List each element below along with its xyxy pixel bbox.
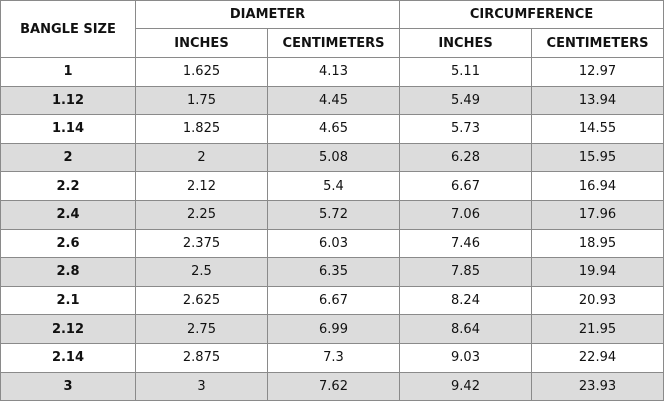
table-row: 1.14 1.825 4.65 5.73 14.55 bbox=[0, 114, 665, 144]
circumference-centimeters-header: CENTIMETERS bbox=[531, 28, 665, 58]
diameter-inches-cell: 2.25 bbox=[135, 199, 268, 230]
diameter-centimeters-cell: 6.67 bbox=[266, 285, 401, 316]
diameter-centimeters-header: CENTIMETERS bbox=[266, 28, 401, 58]
circumference-centimeters-cell: 16.94 bbox=[531, 171, 665, 201]
table-row: 1 1.625 4.13 5.11 12.97 bbox=[0, 57, 665, 87]
diameter-centimeters-cell: 5.4 bbox=[266, 171, 401, 201]
bangle-size-cell: 2.2 bbox=[0, 171, 136, 201]
circumference-inches-cell: 9.42 bbox=[399, 371, 533, 402]
diameter-centimeters-cell: 6.03 bbox=[266, 228, 401, 259]
bangle-size-cell: 2.4 bbox=[0, 199, 136, 230]
diameter-centimeters-cell: 4.45 bbox=[266, 85, 401, 116]
circumference-inches-cell: 6.67 bbox=[399, 171, 533, 201]
table-row: 2 2 5.08 6.28 15.95 bbox=[0, 142, 665, 173]
circumference-centimeters-cell: 22.94 bbox=[531, 342, 665, 373]
table-row: 3 3 7.62 9.42 23.93 bbox=[0, 371, 665, 402]
circumference-centimeters-cell: 15.95 bbox=[531, 142, 665, 173]
bangle-size-cell: 2.1 bbox=[0, 285, 136, 316]
table-row: 2.4 2.25 5.72 7.06 17.96 bbox=[0, 199, 665, 230]
circumference-centimeters-cell: 18.95 bbox=[531, 228, 665, 259]
diameter-header: DIAMETER bbox=[134, 0, 401, 29]
diameter-inches-header: INCHES bbox=[135, 28, 268, 58]
diameter-centimeters-cell: 5.08 bbox=[266, 142, 401, 173]
diameter-inches-cell: 2.12 bbox=[135, 171, 268, 201]
circumference-centimeters-cell: 23.93 bbox=[531, 371, 665, 402]
circumference-centimeters-cell: 13.94 bbox=[531, 85, 665, 116]
bangle-size-cell: 3 bbox=[0, 371, 136, 402]
bangle-size-cell: 2.14 bbox=[0, 342, 136, 373]
circumference-centimeters-cell: 14.55 bbox=[531, 114, 665, 144]
table-row: 2.14 2.875 7.3 9.03 22.94 bbox=[0, 342, 665, 373]
diameter-inches-cell: 2.875 bbox=[135, 342, 268, 373]
bangle-size-cell: 1.14 bbox=[0, 114, 136, 144]
circumference-inches-cell: 7.85 bbox=[399, 257, 533, 287]
table-row: 2.6 2.375 6.03 7.46 18.95 bbox=[0, 228, 665, 259]
diameter-centimeters-cell: 6.99 bbox=[266, 314, 401, 344]
circumference-inches-cell: 9.03 bbox=[399, 342, 533, 373]
circumference-centimeters-cell: 19.94 bbox=[531, 257, 665, 287]
bangle-size-cell: 1 bbox=[0, 57, 136, 87]
table-header: BANGLE SIZE DIAMETER CIRCUMFERENCE INCHE… bbox=[0, 0, 665, 58]
circumference-inches-cell: 5.73 bbox=[399, 114, 533, 144]
diameter-centimeters-cell: 5.72 bbox=[266, 199, 401, 230]
circumference-inches-cell: 7.46 bbox=[399, 228, 533, 259]
diameter-inches-cell: 1.625 bbox=[135, 57, 268, 87]
circumference-centimeters-cell: 17.96 bbox=[531, 199, 665, 230]
circumference-inches-cell: 5.11 bbox=[399, 57, 533, 87]
bangle-size-cell: 2.6 bbox=[0, 228, 136, 259]
circumference-centimeters-cell: 12.97 bbox=[531, 57, 665, 87]
table-body: 1 1.625 4.13 5.11 12.97 1.12 1.75 4.45 5… bbox=[0, 57, 665, 402]
circumference-inches-cell: 7.06 bbox=[399, 199, 533, 230]
diameter-inches-cell: 2.75 bbox=[135, 314, 268, 344]
diameter-inches-cell: 1.75 bbox=[135, 85, 268, 116]
table-row: 2.2 2.12 5.4 6.67 16.94 bbox=[0, 171, 665, 201]
table-row: 2.12 2.75 6.99 8.64 21.95 bbox=[0, 314, 665, 344]
diameter-inches-cell: 2 bbox=[135, 142, 268, 173]
circumference-inches-cell: 8.64 bbox=[399, 314, 533, 344]
bangle-size-cell: 2.8 bbox=[0, 257, 136, 287]
bangle-size-header: BANGLE SIZE bbox=[0, 0, 136, 58]
diameter-centimeters-cell: 4.65 bbox=[266, 114, 401, 144]
header-row-top: BANGLE SIZE DIAMETER CIRCUMFERENCE bbox=[0, 0, 665, 58]
diameter-inches-cell: 2.625 bbox=[135, 285, 268, 316]
table-row: 2.8 2.5 6.35 7.85 19.94 bbox=[0, 257, 665, 287]
diameter-centimeters-cell: 7.62 bbox=[266, 371, 401, 402]
header-row-units: INCHES CENTIMETERS INCHES CENTIMETERS bbox=[1, 28, 665, 58]
diameter-inches-cell: 3 bbox=[135, 371, 268, 402]
diameter-centimeters-cell: 6.35 bbox=[266, 257, 401, 287]
diameter-centimeters-cell: 4.13 bbox=[266, 57, 401, 87]
diameter-inches-cell: 2.5 bbox=[135, 257, 268, 287]
diameter-centimeters-cell: 7.3 bbox=[266, 342, 401, 373]
circumference-centimeters-cell: 21.95 bbox=[531, 314, 665, 344]
circumference-centimeters-cell: 20.93 bbox=[531, 285, 665, 316]
circumference-inches-cell: 6.28 bbox=[399, 142, 533, 173]
circumference-inches-cell: 5.49 bbox=[399, 85, 533, 116]
bangle-size-cell: 2.12 bbox=[0, 314, 136, 344]
circumference-header: CIRCUMFERENCE bbox=[399, 0, 665, 29]
circumference-inches-header: INCHES bbox=[399, 28, 533, 58]
bangle-size-cell: 2 bbox=[0, 142, 136, 173]
bangle-size-cell: 1.12 bbox=[0, 85, 136, 116]
diameter-inches-cell: 2.375 bbox=[135, 228, 268, 259]
diameter-inches-cell: 1.825 bbox=[135, 114, 268, 144]
table-row: 2.1 2.625 6.67 8.24 20.93 bbox=[0, 285, 665, 316]
table-row: 1.12 1.75 4.45 5.49 13.94 bbox=[0, 85, 665, 116]
circumference-inches-cell: 8.24 bbox=[399, 285, 533, 316]
